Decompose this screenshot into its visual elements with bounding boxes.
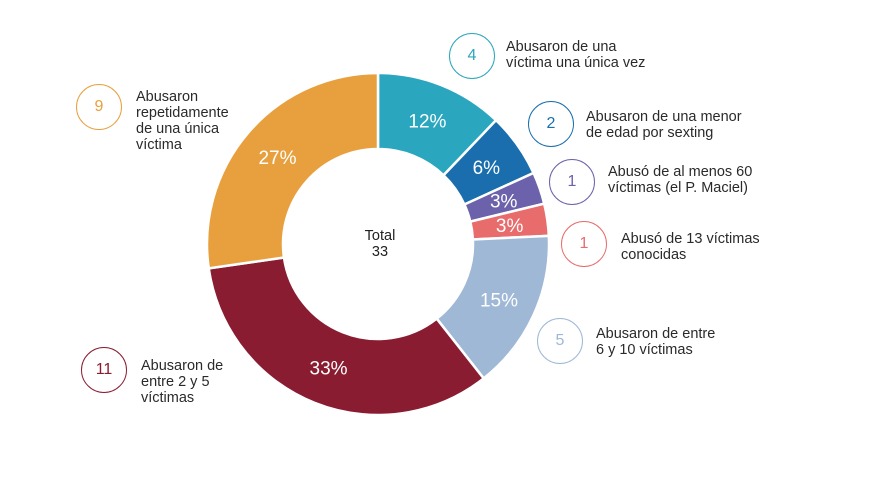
slice-label-trece: 3% (496, 216, 524, 237)
count-badge-una-vez: 4 (449, 33, 495, 79)
center-total-title: Total (364, 228, 396, 244)
category-label-repetida: Abusaron repetidamente de una única víctima (136, 89, 229, 153)
slice-label-dos-cinco: 33% (310, 358, 348, 379)
slice-percent-labels: 12% 6% 3% 3% 15% 33% 27% (258, 112, 523, 380)
category-label-sexting: Abusaron de una menor de edad por sexting (586, 109, 742, 141)
category-label-una-vez: Abusaron de una víctima una única vez (506, 39, 645, 71)
slice-dos-cinco (207, 256, 486, 417)
category-label-line: víctima (136, 137, 182, 153)
slice-repetida (205, 71, 380, 270)
center-total-value: 33 (371, 244, 389, 260)
center-total: Total 33 (330, 228, 430, 260)
count-badge-repetida: 9 (76, 84, 122, 130)
category-label-line: víctimas (141, 390, 195, 406)
category-label-line: conocidas (621, 247, 687, 263)
category-label-line: Abusaron (136, 89, 199, 105)
category-label-line: Abusó de al menos 60 (608, 164, 753, 180)
category-label-line: víctima una única vez (506, 55, 646, 71)
category-label-line: víctimas (el P. Maciel) (608, 180, 748, 196)
count-badge-seis-diez: 5 (537, 318, 583, 364)
category-label-dos-cinco: Abusaron de entre 2 y 5 víctimas (141, 358, 223, 406)
slice-label-repetida: 27% (258, 148, 296, 169)
category-label-line: de una única (136, 121, 220, 137)
category-label-line: entre 2 y 5 (141, 374, 210, 390)
count-badge-sexting: 2 (528, 101, 574, 147)
donut-slices (205, 71, 551, 417)
slice-label-una-vez: 12% (408, 112, 446, 133)
category-label-line: Abusaron de una (506, 39, 617, 55)
category-label-line: repetidamente (136, 105, 229, 121)
category-label-trece: Abusó de 13 víctimas conocidas (621, 231, 760, 263)
count-badge-trece: 1 (561, 221, 607, 267)
category-label-line: Abusaron de una menor (586, 109, 742, 125)
category-label-line: Abusaron de (141, 358, 224, 374)
slice-label-maciel: 3% (490, 191, 518, 212)
slice-label-sexting: 6% (473, 158, 501, 179)
count-badge-maciel: 1 (549, 159, 595, 205)
category-label-maciel: Abusó de al menos 60 víctimas (el P. Maci… (608, 164, 752, 196)
count-badge-dos-cinco: 11 (81, 347, 127, 393)
category-label-line: 6 y 10 víctimas (596, 342, 693, 358)
category-label-seis-diez: Abusaron de entre 6 y 10 víctimas (596, 326, 715, 358)
category-label-line: de edad por sexting (586, 125, 714, 141)
category-label-line: Abusaron de entre (596, 326, 716, 342)
category-label-line: Abusó de 13 víctimas (621, 231, 760, 247)
slice-label-seis-diez: 15% (480, 290, 518, 311)
